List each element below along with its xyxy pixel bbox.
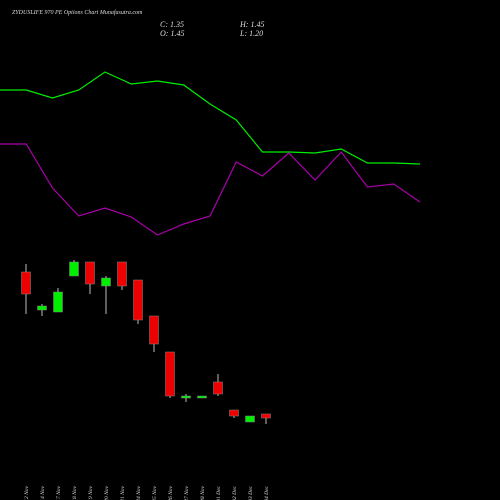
x-tick-label: 18 Nov <box>72 485 78 500</box>
open-label: O: 1.45 <box>160 29 184 38</box>
x-tick-label: 26 Nov <box>168 485 174 500</box>
x-tick-label: 04 Dec <box>263 485 270 500</box>
candle-body <box>21 271 31 295</box>
candle-body <box>53 291 63 313</box>
x-tick-label: 28 Nov <box>200 485 206 500</box>
candle-body <box>229 409 239 417</box>
x-tick-label: 24 Nov <box>135 485 142 500</box>
candle-body <box>181 395 191 399</box>
candle-body <box>149 315 159 345</box>
x-tick-label: 21 Nov <box>120 485 126 500</box>
candle-body <box>37 305 47 311</box>
x-tick-label: 03 Dec <box>248 485 254 500</box>
low-label: L: 1.20 <box>239 29 263 38</box>
x-tick-label: 27 Nov <box>184 485 190 500</box>
candle-body <box>197 395 207 399</box>
close-label: C: 1.35 <box>160 20 184 29</box>
candle-body <box>245 415 255 423</box>
candle-body <box>117 261 127 287</box>
candle-body <box>85 261 95 285</box>
x-tick-label: 25 Nov <box>152 485 158 500</box>
candle-body <box>165 351 175 397</box>
candle-body <box>261 413 271 419</box>
chart-title: ZYDUSLIFE 970 PE Options Chart Munafasut… <box>12 9 143 16</box>
x-tick-label: 12 Nov <box>24 485 30 500</box>
x-tick-label: 20 Nov <box>104 485 110 500</box>
x-tick-label: 01 Dec <box>216 485 222 500</box>
x-tick-label: 02 Dec <box>232 485 238 500</box>
candle-body <box>213 381 223 395</box>
candle-body <box>133 279 143 321</box>
indicator-line <box>0 143 421 236</box>
high-label: H: 1.45 <box>239 20 264 29</box>
indicator-line <box>0 71 421 165</box>
x-tick-label: 17 Nov <box>56 485 62 500</box>
candle-body <box>101 277 111 287</box>
x-tick-label: 14 Nov <box>39 485 46 500</box>
x-tick-label: 19 Nov <box>88 485 94 500</box>
candle-body <box>69 261 79 277</box>
